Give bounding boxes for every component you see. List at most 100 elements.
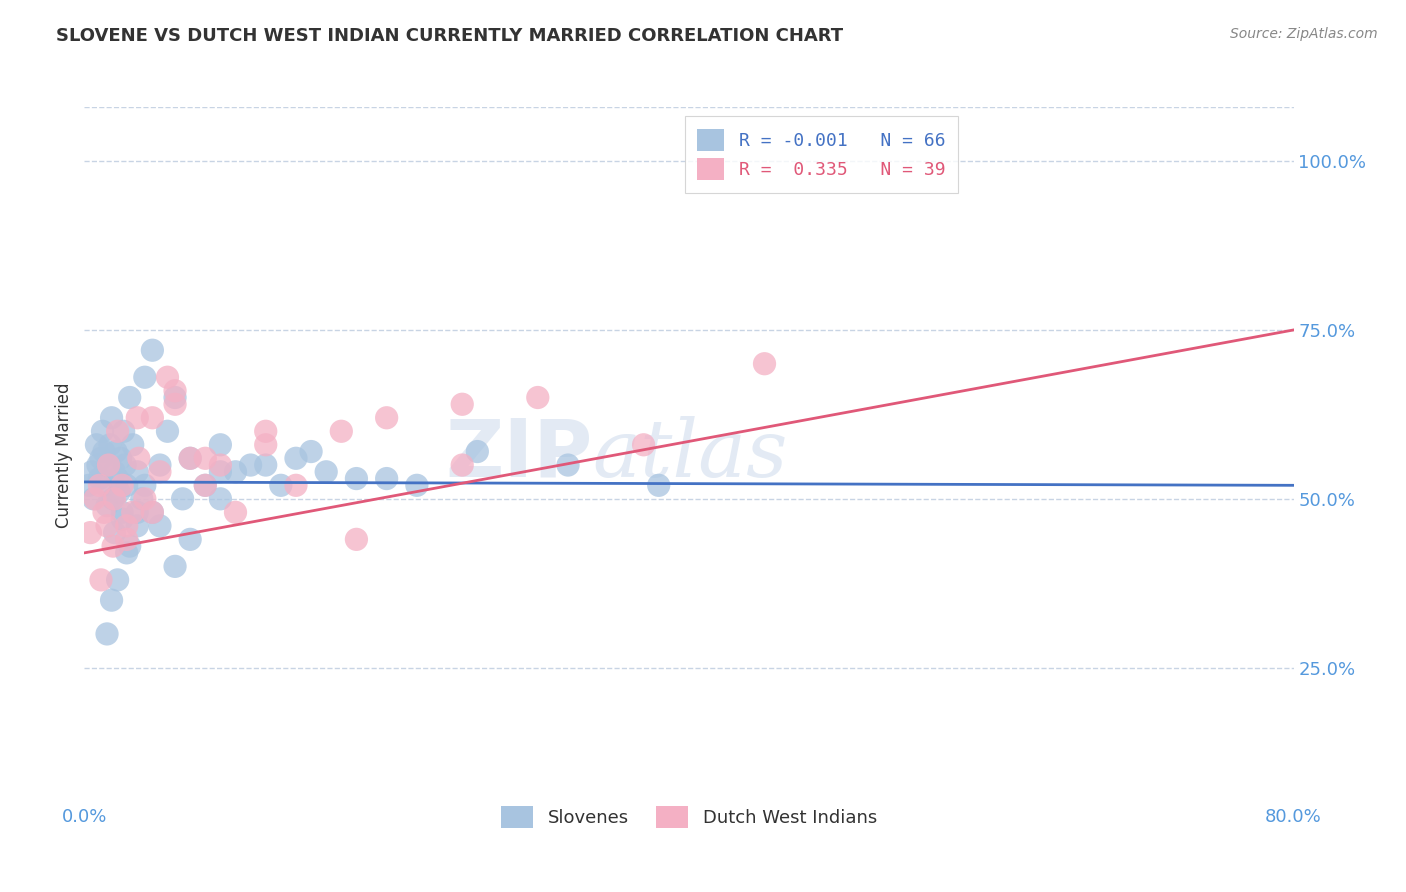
Text: SLOVENE VS DUTCH WEST INDIAN CURRENTLY MARRIED CORRELATION CHART: SLOVENE VS DUTCH WEST INDIAN CURRENTLY M…: [56, 27, 844, 45]
Point: [100, 593, 122, 607]
Point: [315, 465, 337, 479]
Point: [91, 424, 114, 438]
Point: [127, 519, 149, 533]
Point: [101, 491, 124, 506]
Point: [97, 458, 120, 472]
Point: [156, 424, 179, 438]
Point: [89, 472, 111, 486]
Point: [194, 478, 217, 492]
Point: [194, 451, 217, 466]
Legend: Slovenes, Dutch West Indians: Slovenes, Dutch West Indians: [486, 791, 891, 842]
Point: [121, 505, 143, 519]
Point: [127, 465, 149, 479]
Point: [254, 438, 277, 452]
Point: [79, 525, 101, 540]
Point: [172, 491, 194, 506]
Point: [104, 491, 127, 506]
Point: [451, 458, 474, 472]
Point: [115, 533, 138, 547]
Point: [127, 505, 149, 519]
Point: [115, 519, 138, 533]
Point: [179, 533, 201, 547]
Point: [96, 499, 118, 513]
Point: [165, 391, 187, 405]
Point: [754, 357, 776, 371]
Point: [467, 444, 489, 458]
Point: [141, 343, 163, 358]
Point: [93, 444, 115, 458]
Point: [165, 559, 187, 574]
Point: [115, 478, 138, 492]
Point: [115, 546, 138, 560]
Point: [527, 391, 550, 405]
Point: [557, 458, 579, 472]
Point: [270, 478, 292, 492]
Point: [107, 424, 129, 438]
Point: [330, 424, 353, 438]
Point: [104, 465, 127, 479]
Point: [86, 438, 108, 452]
Point: [209, 438, 232, 452]
Point: [134, 478, 156, 492]
Point: [156, 370, 179, 384]
Point: [239, 458, 262, 472]
Point: [108, 485, 131, 500]
Point: [346, 533, 368, 547]
Point: [225, 465, 247, 479]
Point: [105, 444, 128, 458]
Y-axis label: Currently Married: Currently Married: [55, 382, 73, 528]
Point: [118, 391, 141, 405]
Point: [141, 505, 163, 519]
Point: [87, 458, 110, 472]
Point: [111, 512, 134, 526]
Point: [90, 573, 112, 587]
Text: atlas: atlas: [592, 417, 787, 493]
Point: [131, 491, 153, 506]
Point: [80, 465, 103, 479]
Point: [118, 539, 141, 553]
Text: Source: ZipAtlas.com: Source: ZipAtlas.com: [1230, 27, 1378, 41]
Point: [89, 478, 111, 492]
Point: [285, 451, 308, 466]
Point: [194, 478, 217, 492]
Point: [134, 491, 156, 506]
Point: [96, 519, 118, 533]
Point: [96, 627, 118, 641]
Point: [141, 410, 163, 425]
Point: [179, 451, 201, 466]
Point: [165, 397, 187, 411]
Point: [77, 478, 100, 492]
Point: [149, 519, 172, 533]
Point: [100, 410, 122, 425]
Point: [127, 410, 149, 425]
Point: [149, 465, 172, 479]
Point: [90, 451, 112, 466]
Point: [112, 424, 135, 438]
Point: [225, 505, 247, 519]
Point: [149, 458, 172, 472]
Point: [254, 458, 277, 472]
Point: [209, 491, 232, 506]
Point: [346, 472, 368, 486]
Point: [134, 370, 156, 384]
Point: [209, 458, 232, 472]
Point: [98, 438, 121, 452]
Point: [165, 384, 187, 398]
Point: [110, 451, 132, 466]
Point: [97, 458, 120, 472]
Point: [107, 472, 129, 486]
Point: [111, 478, 134, 492]
Point: [84, 491, 107, 506]
Point: [633, 438, 655, 452]
Point: [82, 491, 104, 506]
Point: [285, 478, 308, 492]
Point: [101, 539, 124, 553]
Point: [94, 478, 117, 492]
Point: [375, 472, 398, 486]
Point: [107, 573, 129, 587]
Point: [128, 451, 150, 466]
Point: [451, 397, 474, 411]
Point: [254, 424, 277, 438]
Point: [179, 451, 201, 466]
Point: [406, 478, 429, 492]
